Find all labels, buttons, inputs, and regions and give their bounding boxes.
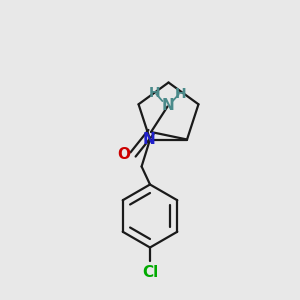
Text: H: H [149, 86, 161, 100]
Text: N: N [142, 132, 155, 147]
Text: H: H [174, 87, 186, 101]
Text: Cl: Cl [142, 265, 158, 280]
Text: O: O [118, 147, 130, 162]
Text: N: N [161, 98, 174, 112]
